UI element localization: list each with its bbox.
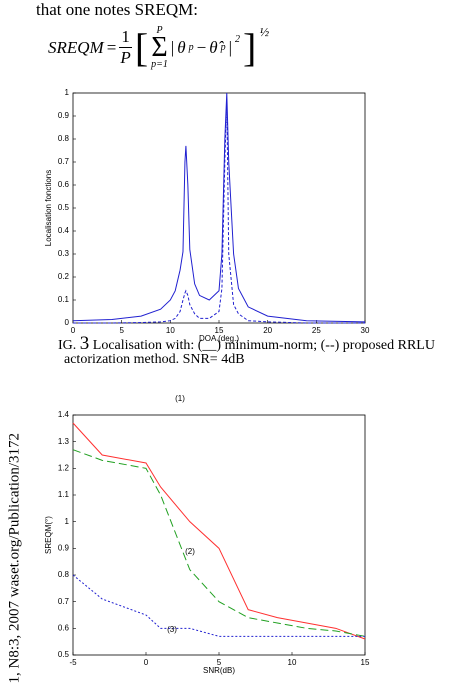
x-tick-label: -5 (69, 658, 77, 667)
y-tick-label: 0.4 (58, 226, 70, 235)
x-tick-label: 10 (288, 658, 297, 667)
caption-line: IG. 3 Localisation with: (__) minimum-no… (58, 333, 435, 355)
annotation: (2) (185, 547, 195, 556)
line-series (72, 449, 366, 637)
y-tick-label: 1.1 (58, 490, 70, 499)
y-tick-label: 0.9 (58, 543, 70, 552)
theta-hat: θ̂ (209, 37, 218, 57)
minus: − (196, 37, 207, 57)
sub: p (220, 42, 226, 53)
x-tick-label: 10 (166, 326, 175, 335)
annotation: (3) (167, 625, 177, 634)
sub: p (188, 42, 194, 53)
sum-bottom: p=1 (151, 59, 168, 71)
y-tick-label: 1.4 (58, 410, 70, 419)
sum-top: P (156, 24, 163, 36)
caption-prefix: IG. (58, 338, 80, 353)
x-tick-label: 25 (312, 326, 321, 335)
y-tick-label: 0.8 (58, 134, 70, 143)
line-series (73, 99, 365, 324)
bracket: [ (134, 25, 149, 70)
y-axis-label: Localisation fonctions (44, 170, 53, 247)
x-tick-label: 15 (215, 326, 224, 335)
y-tick-label: 0.1 (58, 295, 70, 304)
body-text: that one notes SREQM: (36, 0, 198, 19)
y-tick-label: 0.3 (58, 249, 70, 258)
y-tick-label: 0.5 (58, 203, 70, 212)
y-tick-label: 1.3 (58, 437, 70, 446)
den: P (120, 48, 131, 67)
x-tick-label: 0 (144, 658, 149, 667)
y-axis-label: SREQM(°) (44, 516, 53, 554)
x-tick-label: 0 (71, 326, 76, 335)
x-tick-label: 5 (217, 658, 222, 667)
y-tick-label: 1 (65, 88, 70, 97)
theta: θ (177, 37, 186, 57)
y-tick-label: 1 (65, 517, 70, 526)
bracket: ] (243, 25, 257, 70)
y-tick-label: 0.7 (58, 597, 70, 606)
y-tick-label: 0 (65, 318, 70, 327)
x-tick-label: 20 (263, 326, 272, 335)
y-tick-label: 0.8 (58, 570, 70, 579)
exp: ½ (259, 24, 270, 39)
y-tick-label: 0.6 (58, 180, 70, 189)
square: 2 (235, 34, 241, 45)
formula-eq: = (106, 37, 117, 57)
x-tick-label: 5 (119, 326, 124, 335)
fig-number: 3 (79, 333, 90, 354)
y-tick-label: 0.7 (58, 157, 70, 166)
y-tick-label: 0.9 (58, 111, 70, 120)
y-tick-label: 0.5 (58, 650, 70, 659)
line-series (72, 574, 365, 637)
x-axis-label: DOA (deg.) (199, 334, 239, 343)
line-series (72, 92, 366, 323)
caption-line: actorization method. SNR= 4dB (64, 352, 245, 367)
x-tick-label: 30 (361, 326, 370, 335)
y-tick-label: 0.6 (58, 623, 70, 632)
line-series (72, 422, 366, 640)
x-tick-label: 15 (361, 658, 370, 667)
num: 1 (119, 27, 132, 48)
caption: Localisation with: (__) minimum-norm; (-… (89, 338, 435, 353)
y-tick-label: 0.2 (58, 272, 70, 281)
formula-lhs: SREQM (48, 37, 104, 57)
x-axis-label: SNR(dB) (203, 666, 235, 675)
annotation: (1) (175, 394, 185, 403)
y-tick-label: 1.2 (58, 463, 70, 472)
sum-sign: Σ (151, 31, 168, 63)
plot-frame (72, 414, 366, 656)
